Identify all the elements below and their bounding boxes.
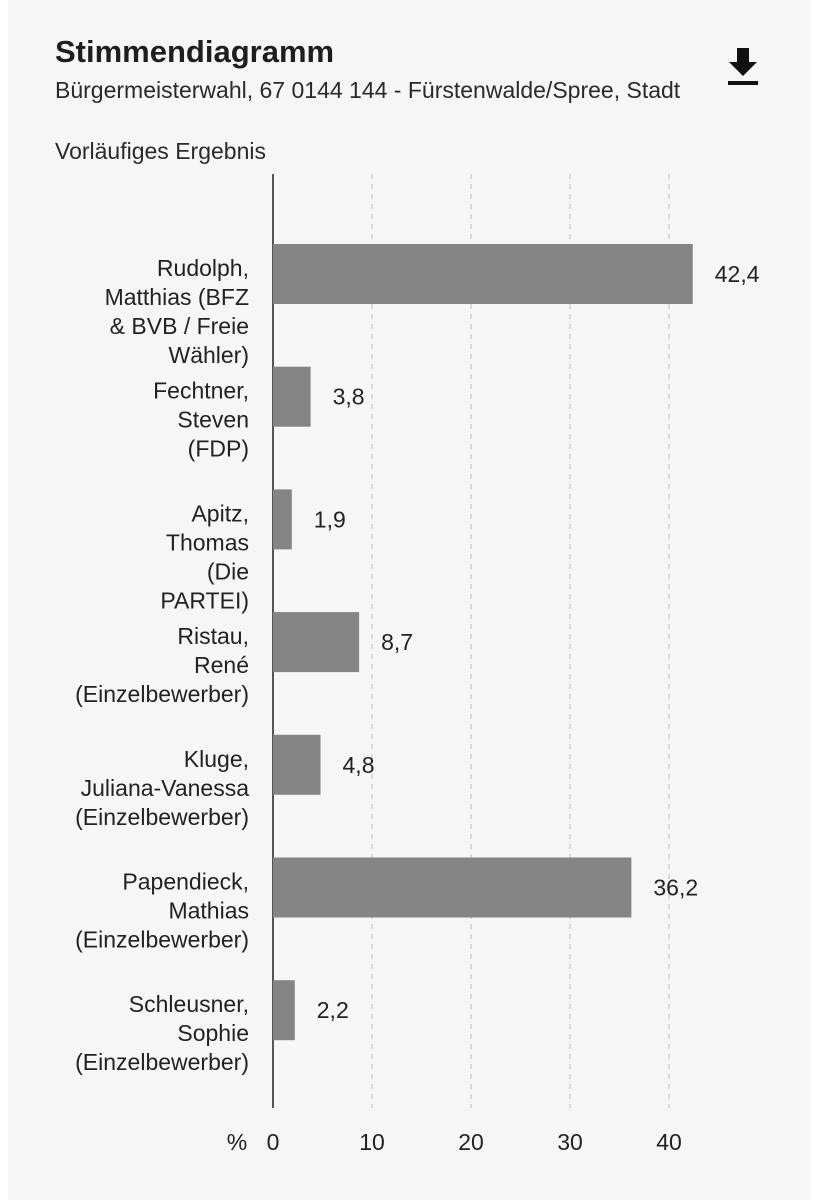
bar	[273, 857, 632, 918]
bar	[273, 244, 693, 304]
category-label-line: (Einzelbewerber)	[75, 804, 249, 830]
category-label-line: Schleusner,	[129, 991, 249, 1017]
category-label-line: (Die	[207, 558, 249, 584]
category-label-line: Mathias	[168, 898, 249, 924]
category-label-line: Juliana-Vanessa	[81, 775, 250, 801]
chart-subtitle: Bürgermeisterwahl, 67 0144 144 - Fürsten…	[55, 77, 681, 103]
bar-value-label: 36,2	[653, 875, 698, 901]
category-label-line: (FDP)	[188, 436, 249, 462]
bar-value-label: 3,8	[333, 384, 365, 410]
bar	[273, 734, 321, 795]
bar	[273, 980, 295, 1041]
x-tick-label: 40	[656, 1129, 682, 1155]
x-tick-label: 20	[458, 1129, 484, 1155]
category-label-line: Fechtner,	[153, 378, 249, 404]
category-label-line: (Einzelbewerber)	[75, 927, 249, 953]
category-label-line: Kluge,	[184, 746, 249, 772]
x-unit-label: %	[227, 1129, 247, 1155]
category-label-line: Ristau,	[177, 623, 249, 649]
bar-value-label: 8,7	[381, 629, 413, 655]
chart-title: Stimmendiagramm	[55, 34, 335, 69]
bar-value-label: 1,9	[314, 506, 346, 532]
category-label-line: Papendieck,	[122, 869, 249, 895]
bar	[273, 612, 360, 673]
result-status: Vorläufiges Ergebnis	[55, 138, 266, 164]
x-tick-label: 10	[359, 1129, 385, 1155]
chart-card: Stimmendiagramm Bürgermeisterwahl, 67 01…	[8, 0, 811, 1200]
category-label-line: Apitz,	[191, 500, 249, 526]
bar	[273, 489, 292, 550]
category-label-line: PARTEI)	[160, 587, 249, 613]
category-label-line: & BVB / Freie	[110, 313, 249, 339]
download-icon[interactable]	[722, 42, 764, 86]
bar-value-label: 2,2	[317, 997, 349, 1023]
x-tick-label: 30	[557, 1129, 583, 1155]
category-label-line: Rudolph,	[157, 255, 249, 281]
category-label-line: (Einzelbewerber)	[75, 1049, 249, 1075]
category-label-line: Steven	[177, 407, 249, 433]
category-label-line: Matthias (BFZ	[105, 284, 249, 310]
x-tick-label: 0	[267, 1129, 280, 1155]
category-label-line: René	[194, 652, 249, 678]
category-label-line: Thomas	[166, 529, 249, 555]
category-label-line: Wähler)	[168, 342, 249, 368]
bar	[273, 366, 311, 427]
category-label-line: (Einzelbewerber)	[75, 681, 249, 707]
category-label-line: Sophie	[177, 1020, 249, 1046]
bar-value-label: 42,4	[715, 261, 760, 287]
bar-value-label: 4,8	[343, 752, 375, 778]
